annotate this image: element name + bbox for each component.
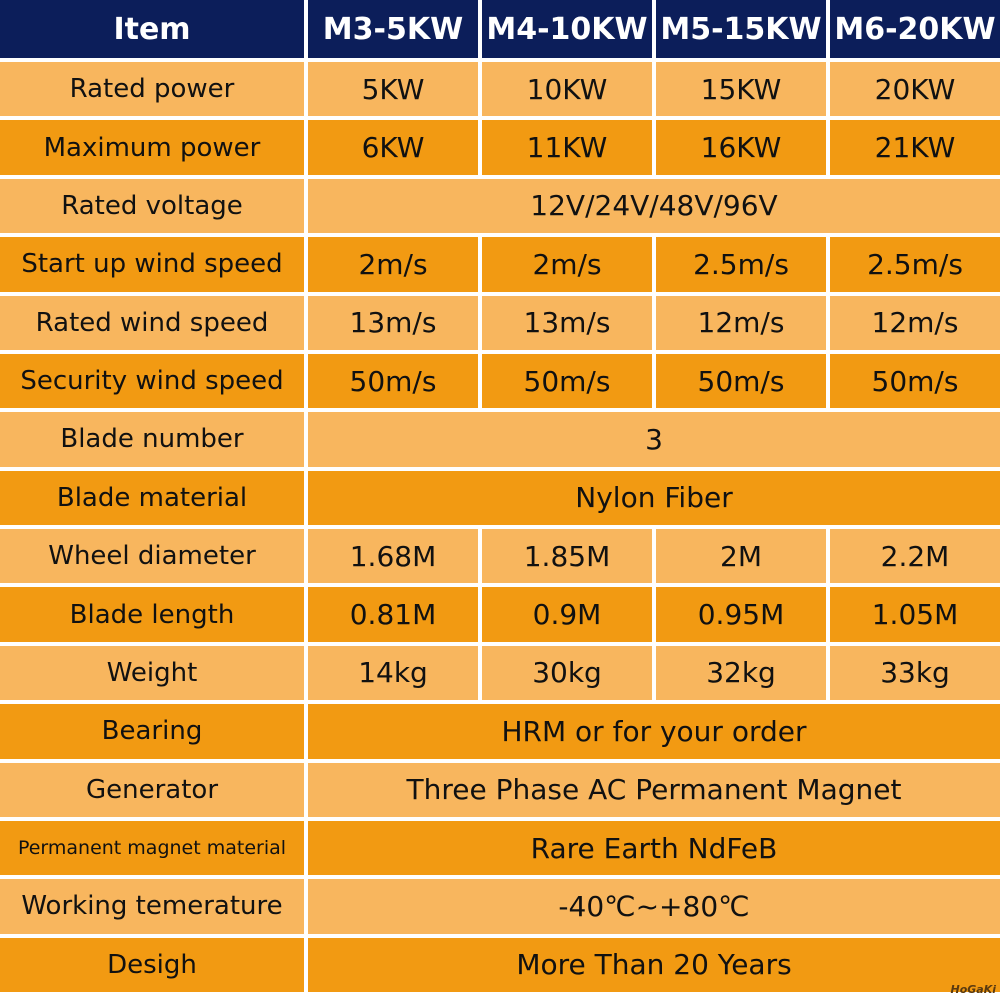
row: Security wind speed 50m/s 50m/s 50m/s 50m/s	[0, 353, 1000, 409]
row-label: Rated power	[0, 62, 304, 117]
row-label: Working temerature	[0, 879, 304, 934]
row-label: Desigh	[0, 937, 304, 992]
value-cell: 13m/s	[308, 295, 478, 350]
value-cell: 1.85M	[482, 529, 652, 584]
value-cell: 33kg	[830, 645, 1000, 701]
row: Blade material Nylon Fiber	[0, 470, 1000, 525]
header-cell: M5-15KW	[656, 0, 826, 58]
row-label: Generator	[0, 762, 304, 817]
row: Maximum power 6KW 11KW 16KW 21KW	[0, 120, 1000, 175]
value-cell: 2M	[656, 529, 826, 584]
row-label: Wheel diameter	[0, 529, 304, 584]
value-cell: 0.81M	[308, 587, 478, 642]
row-label: Weight	[0, 645, 304, 701]
row: Working temerature -40℃~+80℃	[0, 879, 1000, 934]
header-cell: Item	[0, 0, 304, 58]
header-cell: M6-20KW	[830, 0, 1000, 58]
row-label: Blade length	[0, 587, 304, 642]
value-cell: 50m/s	[830, 353, 1000, 409]
value-cell: 6KW	[308, 120, 478, 175]
row: Rated power 5KW 10KW 15KW 20KW	[0, 62, 1000, 117]
value-cell: HRM or for your order	[308, 704, 1000, 759]
value-cell: 32kg	[656, 645, 826, 701]
row-label: Start up wind speed	[0, 237, 304, 292]
logo: HoGaKi	[950, 983, 996, 996]
row: Wheel diameter 1.68M 1.85M 2M 2.2M	[0, 529, 1000, 584]
row-label: Permanent magnet material	[0, 820, 304, 876]
row-label: Rated voltage	[0, 178, 304, 234]
value-cell: 50m/s	[482, 353, 652, 409]
value-cell: Rare Earth NdFeB	[308, 820, 1000, 876]
value-cell: 14kg	[308, 645, 478, 701]
value-cell: 1.68M	[308, 529, 478, 584]
row-label: Blade number	[0, 412, 304, 467]
row: Blade length 0.81M 0.9M 0.95M 1.05M	[0, 587, 1000, 642]
value-cell: 5KW	[308, 62, 478, 117]
row-label: Maximum power	[0, 120, 304, 175]
row: Permanent magnet material Rare Earth NdFe…	[0, 820, 1000, 876]
row: Desigh More Than 20 Years	[0, 937, 1000, 992]
row: Weight 14kg 30kg 32kg 33kg	[0, 645, 1000, 701]
value-cell: 2m/s	[308, 237, 478, 292]
value-cell: More Than 20 Years	[308, 937, 1000, 992]
value-cell: 3	[308, 412, 1000, 467]
value-cell: 11KW	[482, 120, 652, 175]
value-cell: 20KW	[830, 62, 1000, 117]
value-cell: 16KW	[656, 120, 826, 175]
value-cell: Nylon Fiber	[308, 470, 1000, 525]
header-cell: M3-5KW	[308, 0, 478, 58]
row: Start up wind speed 2m/s 2m/s 2.5m/s 2.5m/s	[0, 237, 1000, 292]
row-label: Bearing	[0, 704, 304, 759]
value-cell: 12m/s	[830, 295, 1000, 350]
value-cell: 12m/s	[656, 295, 826, 350]
value-cell: 2.5m/s	[830, 237, 1000, 292]
value-cell: 15KW	[656, 62, 826, 117]
header-row: Item M3-5KW M4-10KW M5-15KW M6-20KW	[0, 0, 1000, 58]
value-cell: 12V/24V/48V/96V	[308, 178, 1000, 234]
value-cell: 50m/s	[656, 353, 826, 409]
header-cell: M4-10KW	[482, 0, 652, 58]
value-cell: -40℃~+80℃	[308, 879, 1000, 934]
row: Rated voltage 12V/24V/48V/96V	[0, 178, 1000, 234]
value-cell: 50m/s	[308, 353, 478, 409]
value-cell: 1.05M	[830, 587, 1000, 642]
value-cell: 0.9M	[482, 587, 652, 642]
value-cell: 13m/s	[482, 295, 652, 350]
row-label: Rated wind speed	[0, 295, 304, 350]
row: Rated wind speed 13m/s 13m/s 12m/s 12m/s	[0, 295, 1000, 350]
value-cell: 2.5m/s	[656, 237, 826, 292]
value-cell: Three Phase AC Permanent Magnet	[308, 762, 1000, 817]
row-label: Blade material	[0, 470, 304, 525]
value-cell: 30kg	[482, 645, 652, 701]
row: Generator Three Phase AC Permanent Magnet	[0, 762, 1000, 817]
value-cell: 21KW	[830, 120, 1000, 175]
row-label: Security wind speed	[0, 353, 304, 409]
value-cell: 2.2M	[830, 529, 1000, 584]
value-cell: 2m/s	[482, 237, 652, 292]
row: Bearing HRM or for your order	[0, 704, 1000, 759]
value-cell: 0.95M	[656, 587, 826, 642]
row: Blade number 3	[0, 412, 1000, 467]
value-cell: 10KW	[482, 62, 652, 117]
